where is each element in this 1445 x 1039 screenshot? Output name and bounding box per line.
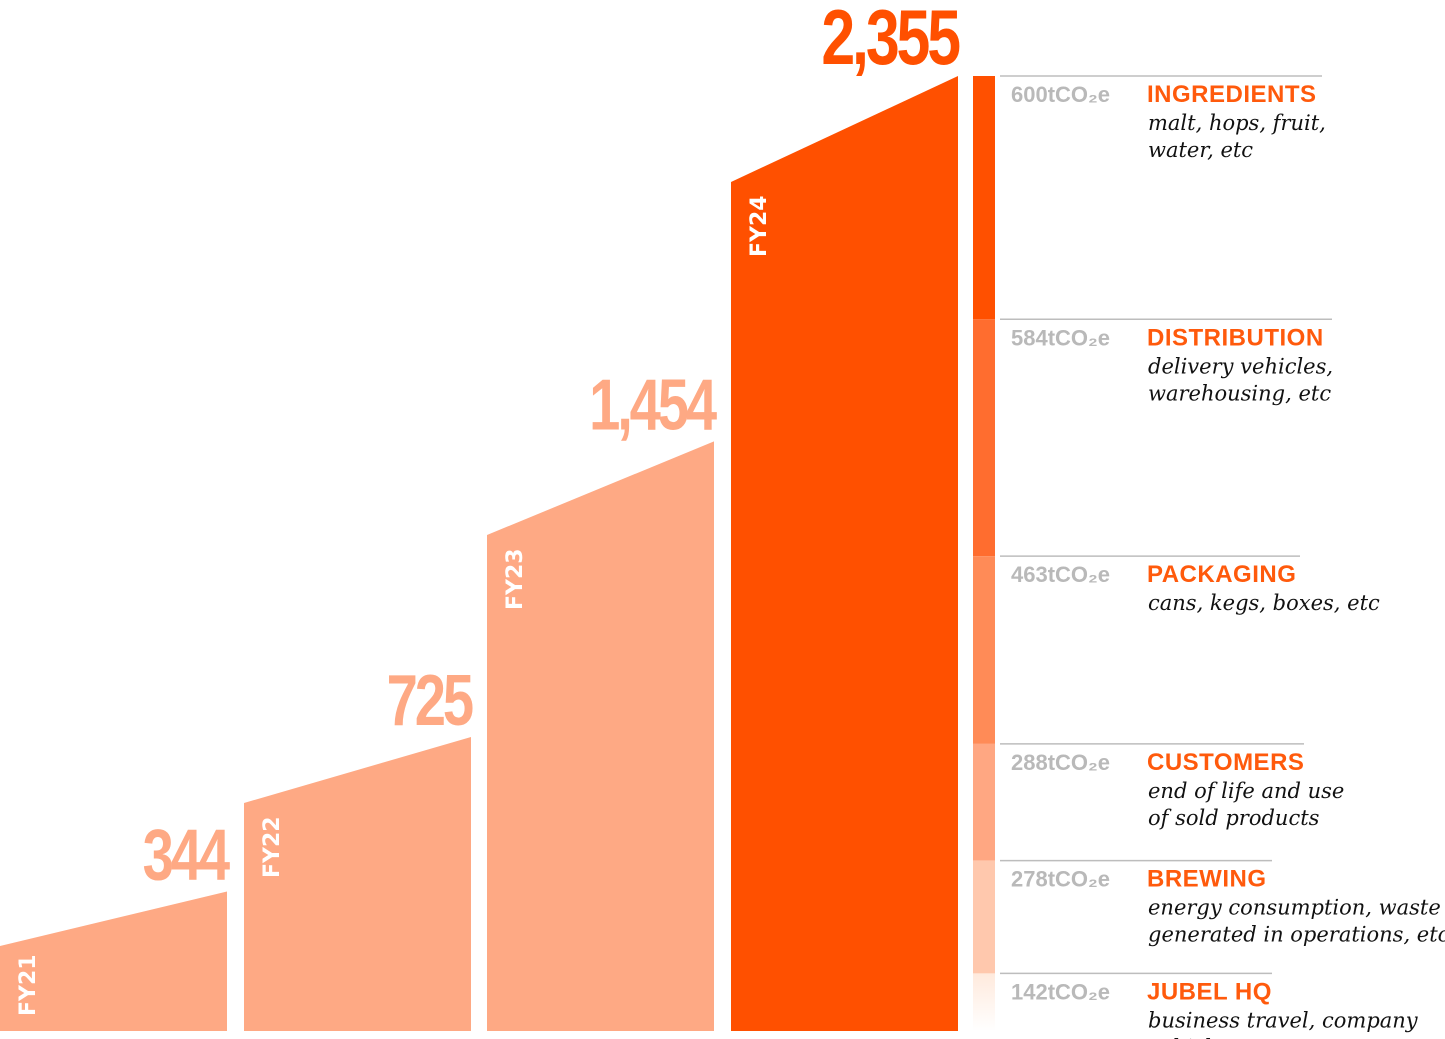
value-label: 725 bbox=[387, 660, 474, 740]
segment-brewing bbox=[973, 860, 995, 974]
segment-packaging bbox=[973, 556, 995, 744]
segment-name: CUSTOMERS bbox=[1147, 749, 1304, 776]
segment-description: malt, hops, fruit, bbox=[1148, 111, 1326, 135]
segment-amount: 278tCO₂e bbox=[1011, 867, 1110, 892]
bar-fy23 bbox=[487, 441, 714, 1032]
value-label: 344 bbox=[143, 815, 231, 895]
segment-name: PACKAGING bbox=[1147, 561, 1296, 588]
fy-label: FY22 bbox=[260, 816, 285, 878]
fy-label: FY24 bbox=[747, 195, 772, 257]
segment-name: DISTRIBUTION bbox=[1147, 324, 1324, 351]
segment-description: vehicles, etc bbox=[1148, 1035, 1280, 1039]
segment-description: of sold products bbox=[1148, 806, 1320, 830]
segment-description: cans, kegs, boxes, etc bbox=[1148, 591, 1380, 615]
segment-description: generated in operations, etc bbox=[1148, 923, 1445, 947]
segment-ingredients bbox=[973, 76, 995, 320]
segment-amount: 600tCO₂e bbox=[1011, 82, 1110, 107]
segment-description: energy consumption, waste bbox=[1148, 896, 1441, 920]
segment-description: warehousing, etc bbox=[1148, 381, 1331, 405]
segment-description: end of life and use bbox=[1148, 779, 1344, 803]
bar-fy24 bbox=[731, 76, 958, 1031]
value-label: 2,355 bbox=[821, 0, 959, 81]
segment-amount: 142tCO₂e bbox=[1011, 979, 1110, 1004]
segment-jubel-hq bbox=[973, 973, 995, 1031]
segment-description: water, etc bbox=[1148, 138, 1253, 162]
fy-label: FY21 bbox=[16, 954, 41, 1016]
segment-amount: 584tCO₂e bbox=[1011, 325, 1110, 350]
segment-distribution bbox=[973, 319, 995, 557]
segment-customers bbox=[973, 743, 995, 861]
segment-description: delivery vehicles, bbox=[1148, 354, 1333, 378]
bar-fy22 bbox=[244, 736, 471, 1031]
segment-amount: 288tCO₂e bbox=[1011, 750, 1110, 775]
segment-name: JUBEL HQ bbox=[1147, 978, 1272, 1005]
yearly-bars: FY21 344 FY22 725 FY23 1,454 FY24 2,355 bbox=[0, 0, 963, 1032]
segment-name: INGREDIENTS bbox=[1147, 81, 1317, 108]
segment-name: BREWING bbox=[1147, 866, 1267, 893]
value-label: 1,454 bbox=[589, 365, 717, 445]
fy-label: FY23 bbox=[503, 548, 528, 610]
bar-fy21 bbox=[0, 891, 227, 1031]
fy24-breakdown: 600tCO₂e INGREDIENTS malt, hops, fruit, wat… bbox=[973, 75, 1445, 1039]
segment-amount: 463tCO₂e bbox=[1011, 562, 1110, 587]
segment-description: business travel, company bbox=[1148, 1008, 1419, 1032]
